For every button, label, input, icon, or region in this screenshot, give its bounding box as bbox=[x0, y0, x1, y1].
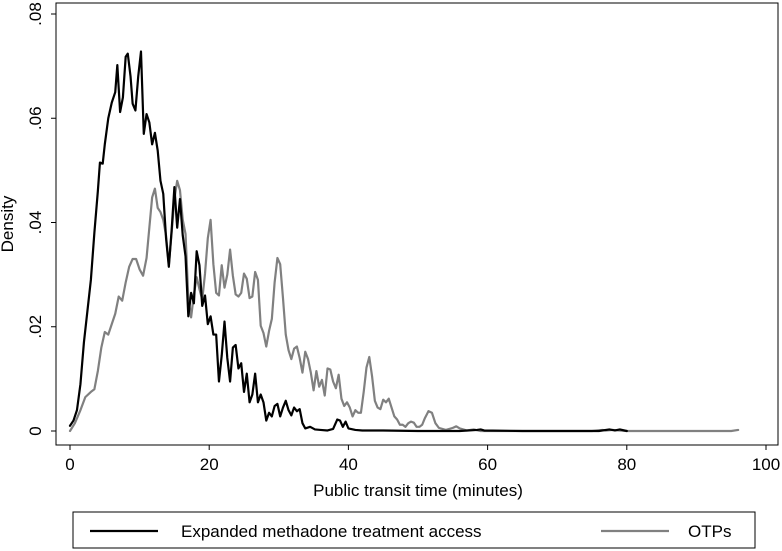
legend-box bbox=[72, 511, 756, 549]
y-tick-label: .06 bbox=[26, 106, 45, 130]
x-tick-label: 100 bbox=[752, 455, 780, 474]
y-axis-title: Density bbox=[0, 195, 17, 252]
y-tick-label: 0 bbox=[26, 426, 45, 435]
x-axis: 0 20 40 60 80 100 bbox=[65, 445, 780, 474]
y-axis: 0 .02 .04 .06 .08 bbox=[26, 2, 56, 436]
x-tick-label: 80 bbox=[617, 455, 636, 474]
legend-label-methadone: Expanded methadone treatment access bbox=[181, 522, 482, 541]
x-tick-label: 0 bbox=[65, 455, 74, 474]
series-layer bbox=[68, 50, 740, 433]
x-axis-title: Public transit time (minutes) bbox=[313, 481, 523, 500]
x-tick-label: 40 bbox=[339, 455, 358, 474]
series-line-methadone bbox=[68, 50, 628, 433]
y-tick-label: .02 bbox=[26, 315, 45, 339]
y-tick-label: .04 bbox=[26, 211, 45, 235]
legend-label-otps: OTPs bbox=[688, 522, 731, 541]
series-line-otps bbox=[68, 179, 740, 433]
y-tick-label: .08 bbox=[26, 2, 45, 26]
plot-frame bbox=[55, 2, 779, 446]
x-tick-label: 60 bbox=[478, 455, 497, 474]
legend: Expanded methadone treatment access OTPs bbox=[72, 511, 756, 549]
x-tick-label: 20 bbox=[200, 455, 219, 474]
